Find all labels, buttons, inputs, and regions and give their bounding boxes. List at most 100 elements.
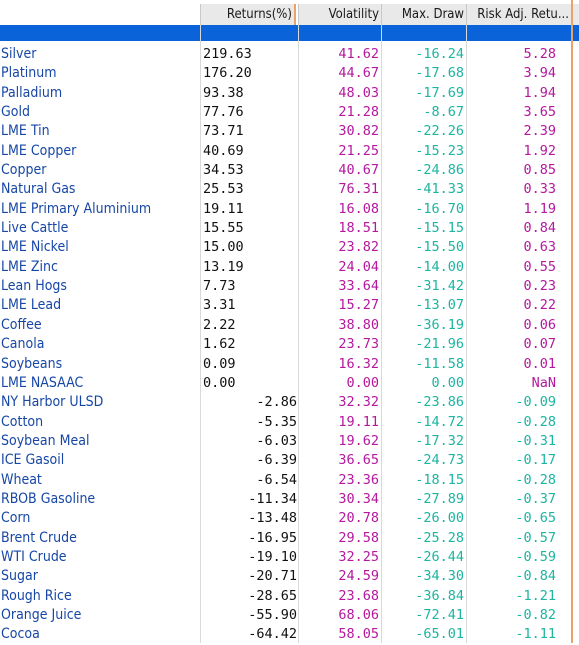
commodity-name[interactable]: Live Cattle [1,220,69,237]
returns-value: 93.38 [203,84,244,101]
risk-adjusted-return-value: 0.84 [523,220,556,237]
table-row[interactable]: LME Lead 3.31 15.27 -13.07 0.22 [0,296,579,315]
risk-adjusted-return-value: -0.59 [515,548,556,565]
table-row[interactable]: Cocoa -64.42 58.05 -65.01 -1.11 [0,625,579,644]
table-row[interactable]: Cotton -5.35 19.11 -14.72 -0.28 [0,413,579,432]
risk-adjusted-return-value: -1.11 [515,626,556,643]
table-row[interactable]: WTI Crude -19.10 32.25 -26.44 -0.59 [0,548,579,567]
commodity-name[interactable]: Soybeans [1,355,63,372]
table-row[interactable]: LME Zinc 13.19 24.04 -14.00 0.55 [0,258,579,277]
commodity-name[interactable]: Copper [1,162,47,179]
table-row[interactable]: LME NASAAC 0.00 0.00 0.00 NaN [0,374,579,393]
commodity-name[interactable]: Sugar [1,568,38,585]
commodity-name[interactable]: NY Harbor ULSD [1,394,104,411]
table-row[interactable]: LME Tin 73.71 30.82 -22.26 2.39 [0,122,579,141]
returns-value: 34.53 [203,162,244,179]
commodity-name[interactable]: Soybean Meal [1,432,90,449]
volatility-value: 16.32 [338,355,379,372]
table-row[interactable]: Platinum 176.20 44.67 -17.68 3.94 [0,64,579,83]
returns-value: 219.63 [203,46,252,62]
table-row[interactable]: Silver 219.63 41.62 -16.24 5.28 [0,45,579,64]
commodity-name[interactable]: Coffee [1,316,42,333]
commodity-name[interactable]: Corn [1,510,31,527]
commodity-name[interactable]: WTI Crude [1,548,67,565]
commodity-name[interactable]: Orange Juice [1,606,82,623]
risk-adjusted-return-value: -0.31 [515,432,556,449]
risk-adjusted-return-value: -1.21 [515,587,556,604]
risk-adjusted-return-value: 1.92 [523,142,556,159]
selection-band[interactable] [0,25,579,41]
column-header-volatility[interactable]: Volatility [298,4,381,25]
risk-adjusted-return-value: -0.82 [515,606,556,623]
returns-value: 7.73 [203,278,236,295]
table-row[interactable]: Brent Crude -16.95 29.58 -25.28 -0.57 [0,529,579,548]
commodity-name[interactable]: Cocoa [1,626,40,643]
commodity-name[interactable]: Cotton [1,413,44,430]
table-row[interactable]: NY Harbor ULSD -2.86 32.32 -23.86 -0.09 [0,393,579,412]
commodity-name[interactable]: Rough Rice [1,587,72,604]
returns-value: 15.55 [203,220,244,237]
returns-value: 77.76 [203,104,244,121]
commodity-name[interactable]: LME Copper [1,142,77,159]
volatility-value: 0.00 [346,374,379,391]
max-drawdown-value: -26.44 [415,548,464,565]
returns-value: 19.11 [203,200,244,217]
commodity-name[interactable]: LME Tin [1,123,50,140]
table-row[interactable]: ICE Gasoil -6.39 36.65 -24.73 -0.17 [0,451,579,470]
commodity-name[interactable]: Silver [1,46,37,62]
table-row[interactable]: Coffee 2.22 38.80 -36.19 0.06 [0,316,579,335]
table-row[interactable]: Wheat -6.54 23.36 -18.15 -0.28 [0,471,579,490]
table-row[interactable]: Sugar -20.71 24.59 -34.30 -0.84 [0,567,579,586]
returns-value: -20.71 [248,568,297,585]
risk-adjusted-return-value: 0.07 [523,336,556,353]
table-row[interactable]: LME Primary Aluminium 19.11 16.08 -16.70 1.1… [0,200,579,219]
table-row[interactable]: Palladium 93.38 48.03 -17.69 1.94 [0,84,579,103]
table-row[interactable]: RBOB Gasoline -11.34 30.34 -27.89 -0.37 [0,490,579,509]
commodity-name[interactable]: LME Lead [1,297,62,314]
table-row[interactable]: Live Cattle 15.55 18.51 -15.15 0.84 [0,219,579,238]
table-row[interactable]: Rough Rice -28.65 23.68 -36.84 -1.21 [0,587,579,606]
commodity-name[interactable]: LME NASAAC [1,374,84,391]
table-row[interactable]: Orange Juice -55.90 68.06 -72.41 -0.82 [0,606,579,625]
column-header-returns[interactable]: Returns(%) [200,4,296,25]
commodity-name[interactable]: RBOB Gasoline [1,490,96,507]
commodity-name[interactable]: Canola [1,336,45,353]
table-row[interactable]: LME Copper 40.69 21.25 -15.23 1.92 [0,142,579,161]
table-row[interactable]: Canola 1.62 23.73 -21.96 0.07 [0,335,579,354]
commodity-name[interactable]: LME Primary Aluminium [1,200,152,217]
risk-adjusted-return-value: -0.09 [515,394,556,411]
commodity-name[interactable]: Wheat [1,471,42,488]
risk-adjusted-return-value: -0.28 [515,471,556,488]
column-header-risk-adjusted-return[interactable]: Risk Adj. Retu... [466,4,571,25]
commodity-name[interactable]: ICE Gasoil [1,452,65,469]
commodity-name[interactable]: Gold [1,104,30,121]
commodity-name[interactable]: LME Zinc [1,258,58,275]
table-row[interactable]: Soybeans 0.09 16.32 -11.58 0.01 [0,355,579,374]
commodity-name[interactable]: Palladium [1,84,63,101]
table-row[interactable]: Lean Hogs 7.73 33.64 -31.42 0.23 [0,277,579,296]
returns-value: -19.10 [248,548,297,565]
volatility-value: 20.78 [338,510,379,527]
commodity-name[interactable]: Platinum [1,65,57,82]
column-header-max-drawdown[interactable]: Max. Draw [381,4,466,25]
table-row[interactable]: Soybean Meal -6.03 19.62 -17.32 -0.31 [0,432,579,451]
returns-value: 13.19 [203,258,244,275]
returns-value: 25.53 [203,181,244,198]
volatility-value: 21.28 [338,104,379,121]
max-drawdown-value: -41.33 [415,181,464,198]
table-row[interactable]: Corn -13.48 20.78 -26.00 -0.65 [0,509,579,528]
table-row[interactable]: Gold 77.76 21.28 -8.67 3.65 [0,103,579,122]
commodity-name[interactable]: Lean Hogs [1,278,67,295]
commodity-name[interactable]: LME Nickel [1,239,69,256]
max-drawdown-value: 0.00 [431,374,464,391]
table-row[interactable]: Natural Gas 25.53 76.31 -41.33 0.33 [0,180,579,199]
commodity-name[interactable]: Natural Gas [1,181,76,198]
table-row[interactable]: LME Nickel 15.00 23.82 -15.50 0.63 [0,238,579,257]
commodity-name[interactable]: Brent Crude [1,529,77,546]
table-row[interactable]: Copper 34.53 40.67 -24.86 0.85 [0,161,579,180]
returns-value: 15.00 [203,239,244,256]
volatility-value: 23.73 [338,336,379,353]
column-divider [466,25,467,643]
volatility-value: 33.64 [338,278,379,295]
max-drawdown-value: -17.68 [415,65,464,82]
